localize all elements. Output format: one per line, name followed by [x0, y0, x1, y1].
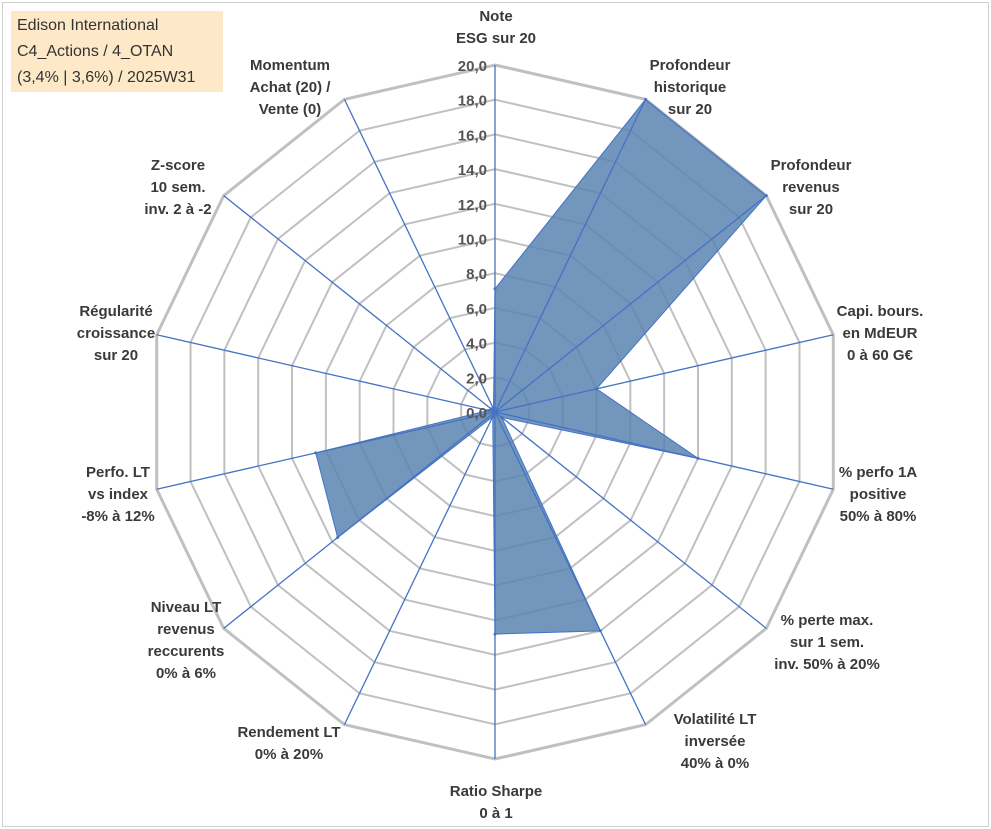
- axis-label: Capi. bours. en MdEUR 0 à 60 G€: [837, 303, 924, 364]
- axis-spoke: [223, 411, 496, 629]
- axis-label-line: 40% à 0%: [681, 755, 749, 772]
- axis-label-line: 0% à 20%: [255, 746, 323, 763]
- axis-label-line: inv. 2 à -2: [144, 201, 211, 218]
- axis-label: Volatilité LT inversée 40% à 0%: [674, 711, 757, 772]
- axis-label-line: inv. 50% à 20%: [774, 656, 880, 673]
- axis-label: Niveau LT revenus reccurents 0% à 6%: [148, 599, 225, 682]
- tick-label: 8,0: [466, 266, 487, 283]
- axis-label-line: 0 à 60 G€: [847, 347, 914, 364]
- data-point: [644, 97, 648, 101]
- axis-label-line: positive: [850, 486, 907, 503]
- axis-label-line: 0% à 6%: [156, 665, 216, 682]
- axis-spoke: [494, 334, 834, 413]
- axis-label-line: historique: [654, 79, 727, 96]
- data-point: [696, 456, 700, 460]
- axis-label-line: revenus: [782, 179, 840, 196]
- axis-label-line: 0 à 1: [479, 805, 512, 822]
- title-line-3: (3,4% | 3,6%) / 2025W31: [17, 69, 196, 86]
- axis-label-line: Vente (0): [259, 101, 322, 118]
- axis-label-line: Profondeur: [771, 157, 852, 174]
- data-point: [598, 629, 602, 633]
- axis-label-line: Achat (20) /: [250, 79, 332, 96]
- tick-label: 18,0: [458, 93, 487, 110]
- data-point: [500, 415, 504, 419]
- axis-label: Profondeur historique sur 20: [650, 57, 731, 118]
- title-line-2: C4_Actions / 4_OTAN: [17, 43, 174, 60]
- axis-label: % perfo 1A positive 50% à 80%: [839, 464, 918, 525]
- axis-label-line: croissance: [77, 325, 155, 342]
- tick-label: 4,0: [466, 336, 487, 353]
- axis-label-line: sur 20: [668, 101, 712, 118]
- axis-label-line: Profondeur: [650, 57, 731, 74]
- axis-label-line: Z-score: [151, 157, 205, 174]
- tick-label: 10,0: [458, 232, 487, 249]
- chart-title-box: Edison International C4_Actions / 4_OTAN…: [11, 11, 223, 92]
- axis-label-line: % perfo 1A: [839, 464, 918, 481]
- axis-label: Z-score 10 sem. inv. 2 à -2: [144, 157, 211, 218]
- data-point: [764, 194, 768, 198]
- axis-label-line: reccurents: [148, 643, 225, 660]
- axis-label: Régularité croissance sur 20: [77, 303, 155, 364]
- axis-spoke: [494, 99, 647, 413]
- axis-label-line: inversée: [685, 733, 746, 750]
- axis-label-line: -8% à 12%: [81, 508, 154, 525]
- axis-label-line: Ratio Sharpe: [450, 783, 543, 800]
- axis-label: Ratio Sharpe 0 à 1: [450, 783, 543, 822]
- axis-label-line: Note: [479, 8, 512, 25]
- axis-label: Rendement LT 0% à 20%: [237, 724, 340, 763]
- axis-label-line: Momentum: [250, 57, 330, 74]
- axis-label-line: sur 20: [789, 201, 833, 218]
- axis-spoke: [156, 334, 496, 413]
- tick-label: 12,0: [458, 197, 487, 214]
- axis-label-line: 10 sem.: [150, 179, 205, 196]
- axis-spoke: [494, 411, 647, 725]
- axis-label-line: vs index: [88, 486, 149, 503]
- axis-spoke: [343, 411, 496, 725]
- axis-spoke: [343, 99, 496, 413]
- axis-label-line: Régularité: [79, 303, 152, 320]
- tick-label: 20,0: [458, 58, 487, 75]
- tick-label: 14,0: [458, 162, 487, 179]
- data-point: [594, 387, 598, 391]
- tick-label: 16,0: [458, 127, 487, 144]
- data-point: [314, 451, 318, 455]
- axis-label-line: Rendement LT: [237, 724, 340, 741]
- axis-spoke: [494, 411, 767, 629]
- axis-label-line: 50% à 80%: [840, 508, 917, 525]
- tick-label: 2,0: [466, 370, 487, 387]
- axis-label-line: Niveau LT: [151, 599, 222, 616]
- tick-label: 0,0: [466, 405, 487, 422]
- axis-spoke: [494, 195, 767, 413]
- data-point: [489, 407, 493, 411]
- title-line-1: Edison International: [17, 17, 159, 34]
- data-point: [336, 535, 340, 539]
- axis-spoke: [223, 195, 496, 413]
- data-point: [486, 408, 490, 412]
- axis-label: Note ESG sur 20: [456, 8, 536, 47]
- axis-label-line: revenus: [157, 621, 215, 638]
- axis-label-line: % perte max.: [781, 612, 874, 629]
- axis-label-line: sur 20: [94, 347, 138, 364]
- axis-label: Momentum Achat (20) / Vente (0): [250, 57, 332, 118]
- tick-label: 6,0: [466, 301, 487, 318]
- axis-label-line: ESG sur 20: [456, 30, 536, 47]
- axis-label-line: Volatilité LT: [674, 711, 757, 728]
- axis-label-line: Capi. bours.: [837, 303, 924, 320]
- data-point: [491, 415, 495, 419]
- axis-spoke: [156, 411, 496, 490]
- axis-spoke: [494, 411, 834, 490]
- axis-label-line: sur 1 sem.: [790, 634, 864, 651]
- axis-label: Profondeur revenus sur 20: [771, 157, 852, 218]
- axis-label: % perte max. sur 1 sem. inv. 50% à 20%: [774, 612, 880, 673]
- data-point: [493, 632, 497, 636]
- axis-label: Perfo. LT vs index -8% à 12%: [81, 464, 154, 525]
- data-point: [493, 287, 497, 291]
- axis-label-line: en MdEUR: [843, 325, 918, 342]
- axis-label-line: Perfo. LT: [86, 464, 150, 481]
- data-point: [491, 407, 495, 411]
